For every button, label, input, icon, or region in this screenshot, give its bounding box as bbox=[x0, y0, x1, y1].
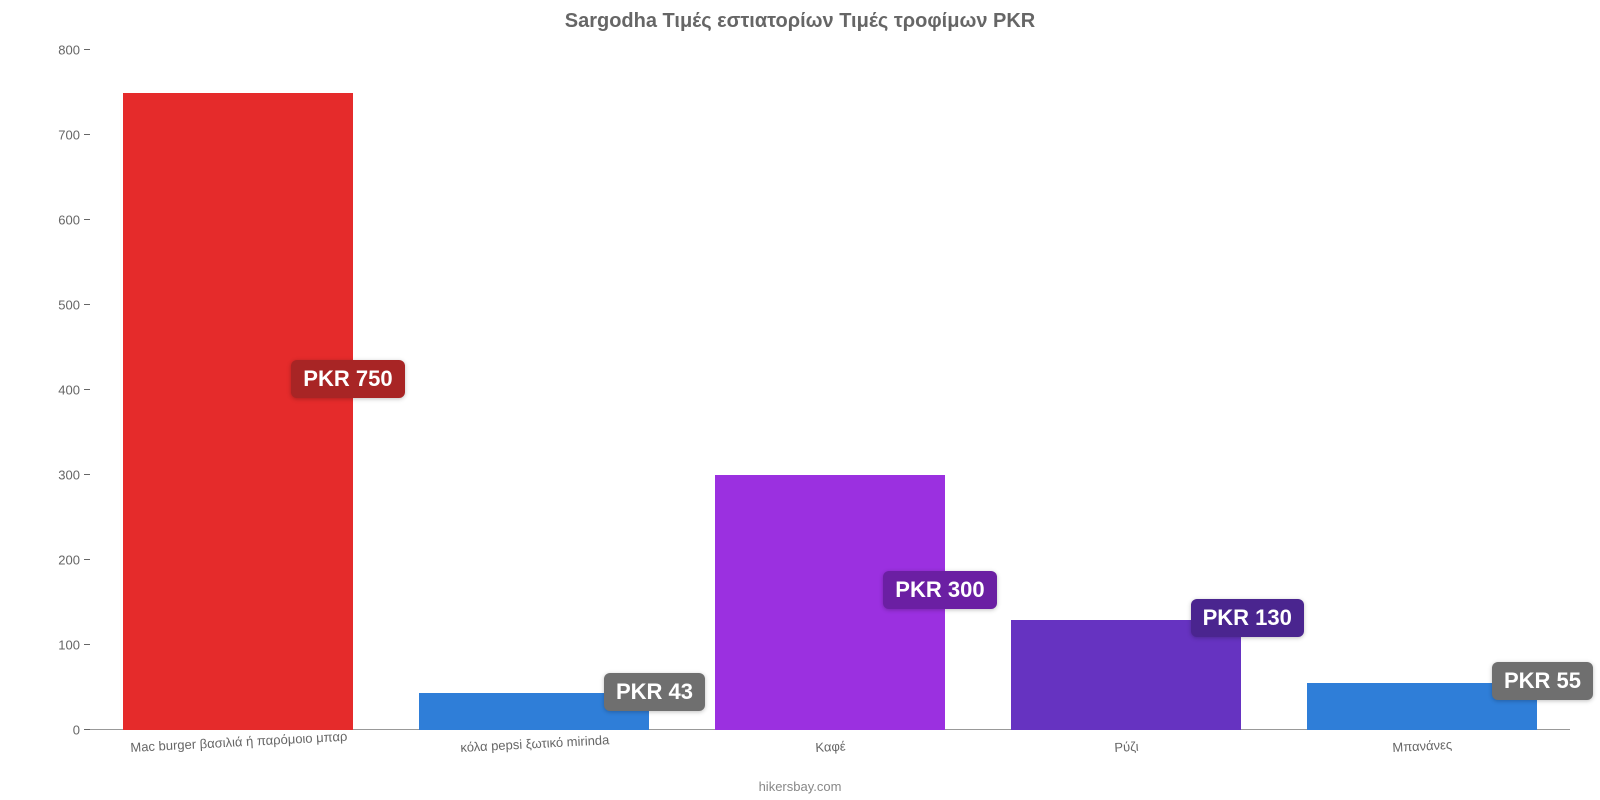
y-tick-label: 600 bbox=[58, 213, 80, 228]
value-badge: PKR 300 bbox=[883, 571, 996, 609]
y-tick-mark bbox=[84, 49, 90, 50]
x-tick-label: Ρύζι bbox=[1114, 739, 1139, 755]
y-tick-mark bbox=[84, 559, 90, 560]
x-tick-label: Μπανάνες bbox=[1392, 737, 1452, 755]
y-tick-mark bbox=[84, 389, 90, 390]
y-tick-label: 500 bbox=[58, 298, 80, 313]
x-tick-label: Καφέ bbox=[815, 738, 846, 755]
y-tick-mark bbox=[84, 219, 90, 220]
value-badge: PKR 750 bbox=[291, 360, 404, 398]
bar bbox=[123, 93, 354, 731]
y-tick-label: 400 bbox=[58, 383, 80, 398]
y-tick-label: 800 bbox=[58, 43, 80, 58]
x-tick-label: Mac burger βασιλιά ή παρόμοιο μπαρ bbox=[130, 729, 348, 755]
bar-chart: Sargodha Τιμές εστιατορίων Τιμές τροφίμω… bbox=[0, 0, 1600, 800]
y-tick-label: 200 bbox=[58, 553, 80, 568]
y-tick-label: 100 bbox=[58, 638, 80, 653]
value-badge: PKR 43 bbox=[604, 673, 705, 711]
y-tick-mark bbox=[84, 729, 90, 730]
y-tick-label: 700 bbox=[58, 128, 80, 143]
x-tick-label: κόλα pepsi ξωτικό mirinda bbox=[460, 732, 610, 755]
value-badge: PKR 55 bbox=[1492, 662, 1593, 700]
y-tick-mark bbox=[84, 644, 90, 645]
value-badge: PKR 130 bbox=[1191, 599, 1304, 637]
y-tick-mark bbox=[84, 474, 90, 475]
y-tick-label: 300 bbox=[58, 468, 80, 483]
y-tick-mark bbox=[84, 304, 90, 305]
chart-title: Sargodha Τιμές εστιατορίων Τιμές τροφίμω… bbox=[0, 10, 1600, 33]
plot-area: 0100200300400500600700800PKR 750Mac burg… bbox=[90, 50, 1570, 730]
y-tick-label: 0 bbox=[73, 723, 80, 738]
attribution-text: hikersbay.com bbox=[0, 779, 1600, 794]
y-tick-mark bbox=[84, 134, 90, 135]
